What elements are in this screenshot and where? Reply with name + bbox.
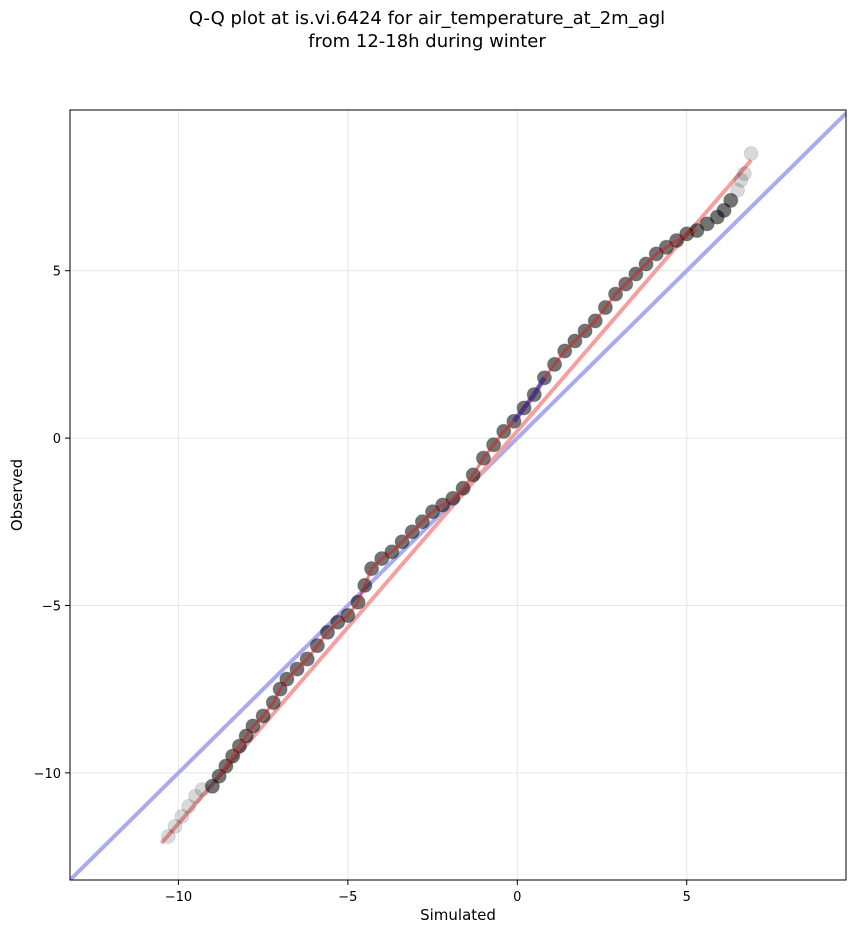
qq-point [181, 798, 197, 814]
observed-trace-red [217, 229, 698, 778]
y-tick-label: −5 [42, 599, 61, 614]
y-tick-label: 0 [53, 432, 61, 447]
chart-title-line2: from 12-18h during winter [308, 31, 546, 52]
x-tick-label: 0 [513, 890, 521, 905]
plot-area [70, 111, 846, 880]
qq-point [730, 182, 746, 198]
observed-trace-blue [511, 376, 547, 423]
grid-layer [70, 110, 846, 880]
qq-point [716, 202, 732, 218]
y-tick-label: 5 [53, 265, 61, 280]
y-axis-label: Observed [8, 459, 26, 531]
qq-point [187, 788, 203, 804]
qq-point [160, 828, 176, 844]
x-tick-label: −5 [338, 890, 357, 905]
chart-title-line1: Q-Q plot at is.vi.6424 for air_temperatu… [188, 8, 666, 29]
qq-point [167, 818, 183, 834]
y-tick-label: −10 [34, 767, 61, 782]
tick-layer: −10 −5 0 5 −10 −5 0 5 [34, 265, 691, 905]
qq-point [733, 172, 749, 188]
qq-point [723, 192, 739, 208]
qq-point [743, 146, 759, 162]
qq-point [736, 166, 752, 182]
x-tick-label: 5 [683, 890, 691, 905]
qq-point [174, 808, 190, 824]
x-axis-label: Simulated [420, 906, 496, 924]
plot-frame [69, 109, 847, 881]
x-tick-label: −10 [165, 890, 192, 905]
qq-point [699, 216, 715, 232]
qq-point [204, 778, 220, 794]
